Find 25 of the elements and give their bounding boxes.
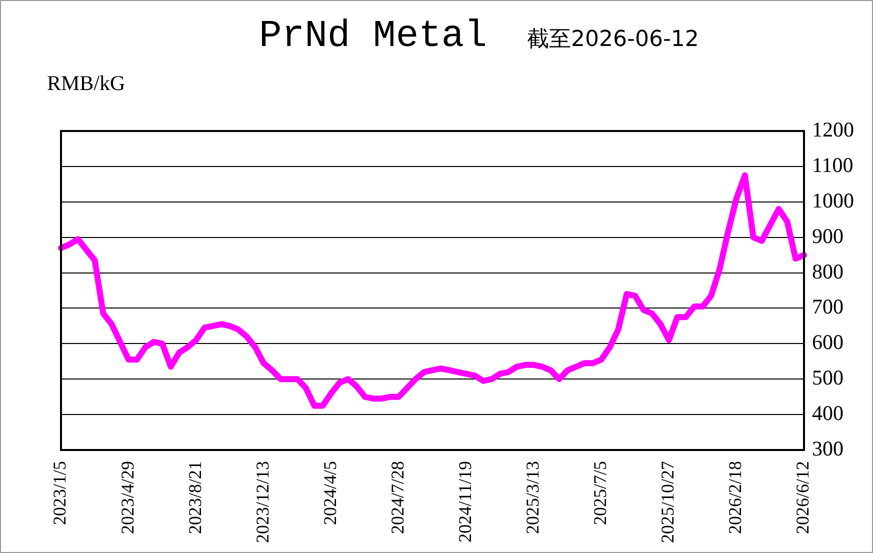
x-tick-label: 2024/4/5: [320, 461, 340, 526]
x-tick-label: 2023/12/13: [252, 461, 272, 544]
y-tick-label: 500: [812, 366, 844, 390]
x-tick-label: 2023/8/21: [184, 461, 205, 534]
x-tick-label: 2026/6/12: [792, 461, 813, 534]
x-tick-label: 2025/10/27: [658, 461, 678, 544]
x-tick-label: 2023/4/29: [117, 461, 138, 534]
x-tick-label: 2023/1/5: [50, 461, 70, 526]
y-tick-label: 1000: [812, 188, 854, 212]
y-tick-label: 1100: [812, 152, 854, 177]
y-tick-label: 300: [812, 436, 844, 461]
y-tick-label: 600: [812, 330, 844, 354]
y-tick-label: 1200: [812, 118, 854, 142]
y-tick-label: 800: [812, 259, 844, 284]
chart-title: PrNd Metal: [259, 15, 488, 58]
x-tick-label: 2024/11/19: [455, 461, 476, 542]
y-tick-label: 900: [812, 224, 844, 248]
x-tick-label: 2025/3/13: [522, 461, 543, 534]
chart-subtitle: 截至2026-06-12: [527, 27, 699, 52]
x-tick-label: 2026/2/18: [725, 461, 746, 534]
x-tick-label: 2025/7/5: [590, 461, 610, 526]
y-tick-label: 700: [812, 294, 844, 319]
y-tick-label: 400: [812, 401, 844, 426]
x-tick-label: 2024/7/28: [387, 461, 408, 534]
y-axis-title: RMB/kG: [47, 71, 126, 96]
